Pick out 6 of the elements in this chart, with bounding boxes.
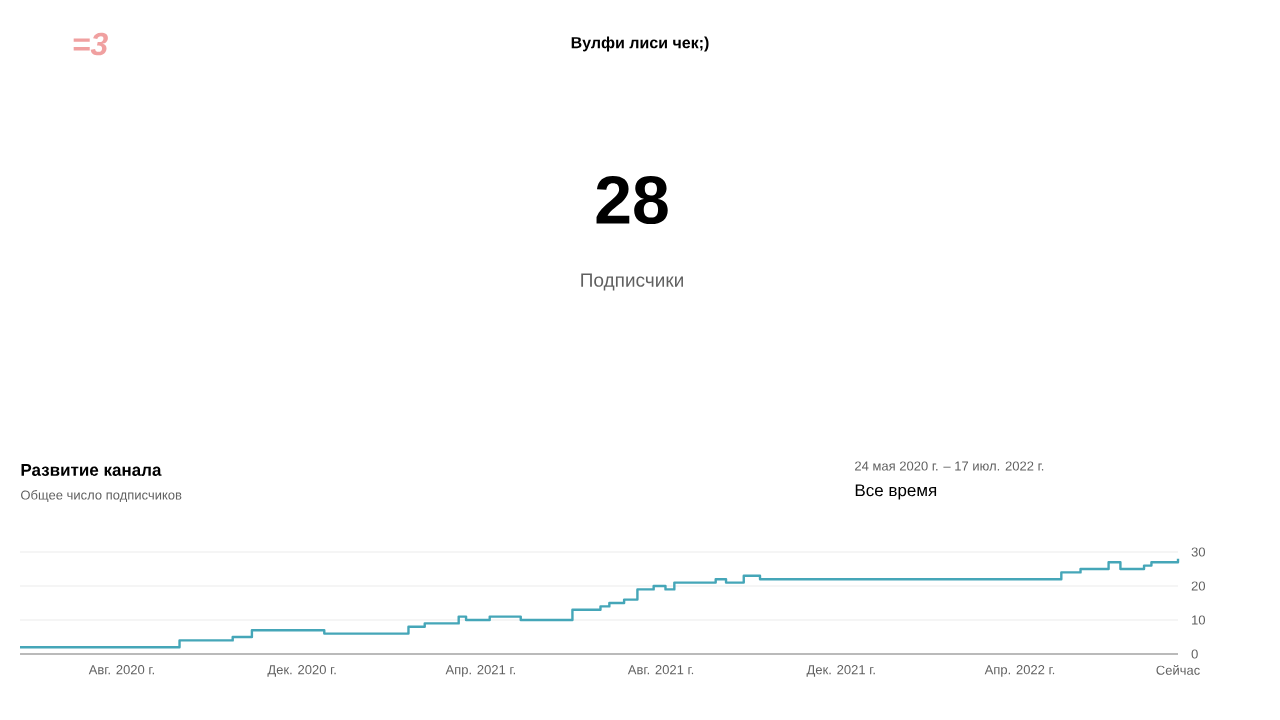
chart-title: Развитие канала (21, 464, 162, 476)
text: 28 (596, 175, 668, 225)
text: =3 (73, 32, 108, 56)
text: Все время (855, 484, 937, 500)
text: Вулфи лиси чек;) (571, 36, 709, 52)
text: Подписчики (581, 273, 683, 291)
